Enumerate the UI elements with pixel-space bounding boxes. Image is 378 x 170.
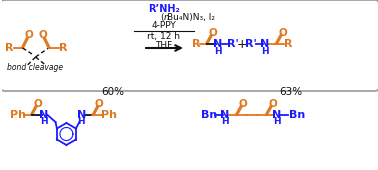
Text: THF: THF <box>155 40 173 49</box>
Text: H: H <box>273 117 280 126</box>
Text: O: O <box>95 99 104 109</box>
Text: O: O <box>24 30 33 40</box>
FancyBboxPatch shape <box>1 0 378 91</box>
Text: +: + <box>236 38 247 50</box>
Text: R: R <box>192 39 200 49</box>
Text: R: R <box>284 39 293 49</box>
Text: R': R' <box>245 39 256 49</box>
Text: O: O <box>278 28 287 38</box>
Text: Bn: Bn <box>289 110 305 120</box>
Text: R': R' <box>227 39 239 49</box>
Text: N: N <box>220 110 229 120</box>
Text: H: H <box>77 117 85 126</box>
Text: H: H <box>261 47 268 55</box>
Text: O: O <box>268 99 277 109</box>
Text: H: H <box>221 117 229 126</box>
Text: Bu₄N)N₃, I₂: Bu₄N)N₃, I₂ <box>167 13 215 22</box>
Text: R’NH₂: R’NH₂ <box>148 4 180 14</box>
Text: 4-PPY: 4-PPY <box>152 21 177 30</box>
Text: H: H <box>214 47 222 55</box>
Text: O: O <box>33 99 42 109</box>
Text: rt, 12 h: rt, 12 h <box>147 32 180 41</box>
Text: N: N <box>77 110 86 120</box>
Text: N: N <box>213 39 222 49</box>
Text: (: ( <box>161 13 164 22</box>
Text: N: N <box>272 110 281 120</box>
Text: bond cleavage: bond cleavage <box>8 64 64 72</box>
Text: Ph: Ph <box>101 110 117 120</box>
Text: N: N <box>260 39 269 49</box>
Text: O: O <box>38 30 47 40</box>
Text: O: O <box>208 28 217 38</box>
Text: 63%: 63% <box>279 87 302 97</box>
Text: 60%: 60% <box>102 87 125 97</box>
Text: R: R <box>5 43 14 53</box>
Text: H: H <box>40 117 47 126</box>
Text: Ph: Ph <box>10 110 26 120</box>
Text: N: N <box>39 110 48 120</box>
Text: O: O <box>238 99 247 109</box>
Text: R: R <box>59 43 68 53</box>
Text: n: n <box>164 13 170 22</box>
Text: Bn: Bn <box>201 110 217 120</box>
